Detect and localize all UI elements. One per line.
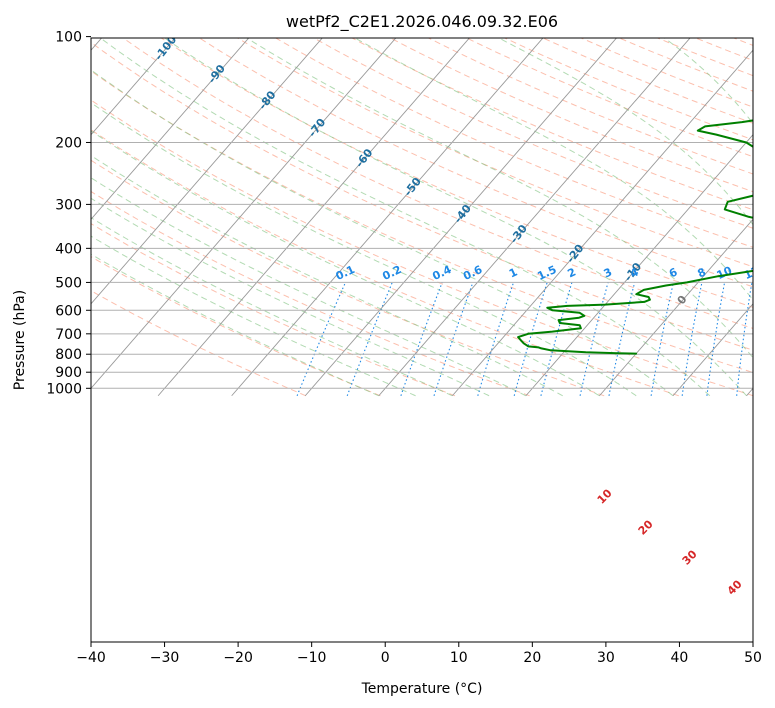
x-tick-label: 30: [597, 650, 615, 666]
moist-adiabat: [91, 102, 637, 397]
dry-adiabat: [91, 256, 381, 397]
isotherm-line: [378, 38, 691, 397]
isotherm-line: [452, 49, 753, 397]
mixing-ratio-label: 10: [715, 264, 735, 282]
dry-adiabat: [91, 70, 753, 374]
dry-adiabat: [351, 38, 753, 211]
x-tick-label: 50: [744, 650, 762, 666]
dewpoint-profile: [517, 119, 753, 355]
isotherm-line: [91, 38, 250, 220]
pressure-gridlines: [91, 141, 753, 389]
y-tick-label: 300: [55, 197, 82, 213]
profile-series: [517, 119, 753, 355]
mixing-ratio-lines: [296, 282, 753, 397]
y-tick-label: 1000: [46, 381, 82, 397]
mixing-ratio-line: [433, 282, 474, 396]
plot-frame: [90, 37, 754, 643]
dry-adiabat: [91, 99, 753, 397]
mixing-ratio-label: 13: [742, 264, 761, 282]
x-tick-label: −20: [223, 650, 253, 666]
mixing-ratio-line: [706, 282, 726, 396]
mixing-ratio-line: [681, 282, 703, 396]
isotherm-line: [157, 38, 470, 397]
dry-adiabat: [274, 38, 753, 248]
moist-adiabat: [91, 197, 490, 397]
dry-adiabat: [389, 38, 753, 193]
isotherm-line: [599, 218, 753, 397]
y-tick-label: 900: [55, 365, 82, 381]
moist-adiabat: [91, 235, 416, 397]
plot-area: -100-90-80-70-60-50-40-30-20-10010203040…: [91, 38, 761, 598]
x-tick-label: −40: [76, 650, 106, 666]
y-tick-label: 600: [55, 303, 82, 319]
moist-adiabat: [245, 38, 753, 359]
x-tick-label: 20: [523, 650, 541, 666]
isotherm-line: [672, 303, 753, 397]
dry-adiabat: [91, 159, 605, 397]
moist-adiabat: [91, 253, 380, 397]
dry-adiabat: [160, 38, 753, 308]
x-axis-title: Temperature (°C): [361, 681, 483, 697]
moist-adiabat: [99, 38, 711, 397]
dry-adiabat: [91, 190, 530, 397]
isotherm-line: [91, 38, 323, 305]
mixing-ratio-line: [400, 282, 443, 396]
mixing-ratio-line: [477, 282, 515, 396]
y-axis-title: Pressure (hPa): [12, 290, 28, 390]
moist-adiabat: [91, 154, 563, 397]
moist-adiabat: [91, 130, 600, 397]
isotherm-line: [304, 38, 618, 397]
isotherm-line: [91, 38, 176, 136]
mixing-ratio-line: [513, 282, 548, 396]
isotherm-line: [231, 38, 544, 397]
isotherm-line: [91, 38, 397, 390]
y-tick-label: 200: [55, 135, 82, 151]
x-tick-label: −10: [297, 650, 327, 666]
isotherm-line: [525, 134, 753, 397]
chart-title: wetPf2_C2E1.2026.046.09.32.E06: [286, 12, 558, 32]
x-tick-label: 40: [671, 650, 689, 666]
moist-adiabat: [91, 217, 453, 397]
moist-adiabat: [163, 38, 747, 397]
y-tick-label: 400: [55, 241, 82, 257]
moist-adiabat: [353, 38, 753, 301]
dry-adiabat: [91, 290, 307, 397]
x-tick-label: 0: [381, 650, 390, 666]
moist-adiabat: [91, 69, 674, 397]
dry-adiabat: [91, 223, 456, 397]
moist-adiabats: [91, 38, 753, 397]
mixing-ratio-line: [650, 282, 674, 396]
x-tick-label: 10: [450, 650, 468, 666]
y-tick-label: 700: [55, 327, 82, 343]
y-tick-label: 500: [55, 275, 82, 291]
mixing-ratio-line: [736, 282, 753, 396]
x-tick-label: −30: [150, 650, 180, 666]
y-tick-label: 100: [55, 30, 82, 46]
isotherms: [91, 38, 753, 397]
x-axis: −40 −30 −20 −10 0 10 20 30 40 50: [76, 642, 762, 666]
y-tick-label: 800: [55, 347, 82, 363]
